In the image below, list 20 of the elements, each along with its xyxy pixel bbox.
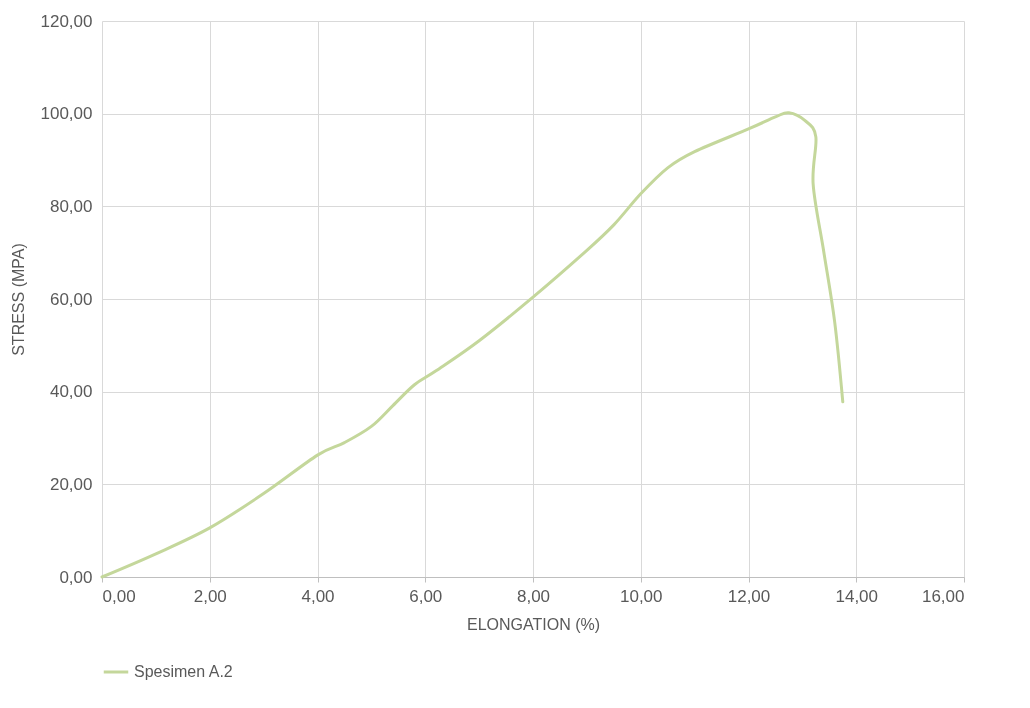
x-tick-label: 10,00 xyxy=(619,586,663,606)
legend-label: Spesimen A.2 xyxy=(134,663,233,680)
x-tick-label: 14,00 xyxy=(835,586,879,606)
x-tick-label: 16,00 xyxy=(921,586,965,606)
line-series xyxy=(100,111,845,579)
y-tick-label: 120,00 xyxy=(40,11,93,31)
y-tick-label: 60,00 xyxy=(49,289,93,309)
y-axis-title: STRESS (MPA) xyxy=(9,243,27,356)
y-tick-label: 80,00 xyxy=(49,196,93,216)
x-axis-title: ELONGATION (%) xyxy=(466,615,601,633)
x-tick-label: 6,00 xyxy=(409,586,443,606)
x-tick-label: 2,00 xyxy=(193,586,227,606)
y-tick-label: 100,00 xyxy=(40,104,93,124)
x-tick-label: 0,00 xyxy=(102,586,136,606)
x-tick-label: 8,00 xyxy=(516,586,551,606)
x-tick-label: 12,00 xyxy=(727,586,771,606)
x-tick-label: 4,00 xyxy=(301,586,335,606)
y-tick-label: 20,00 xyxy=(49,474,93,494)
y-tick-label: 0,00 xyxy=(59,567,93,587)
y-tick-label: 40,00 xyxy=(49,382,93,402)
